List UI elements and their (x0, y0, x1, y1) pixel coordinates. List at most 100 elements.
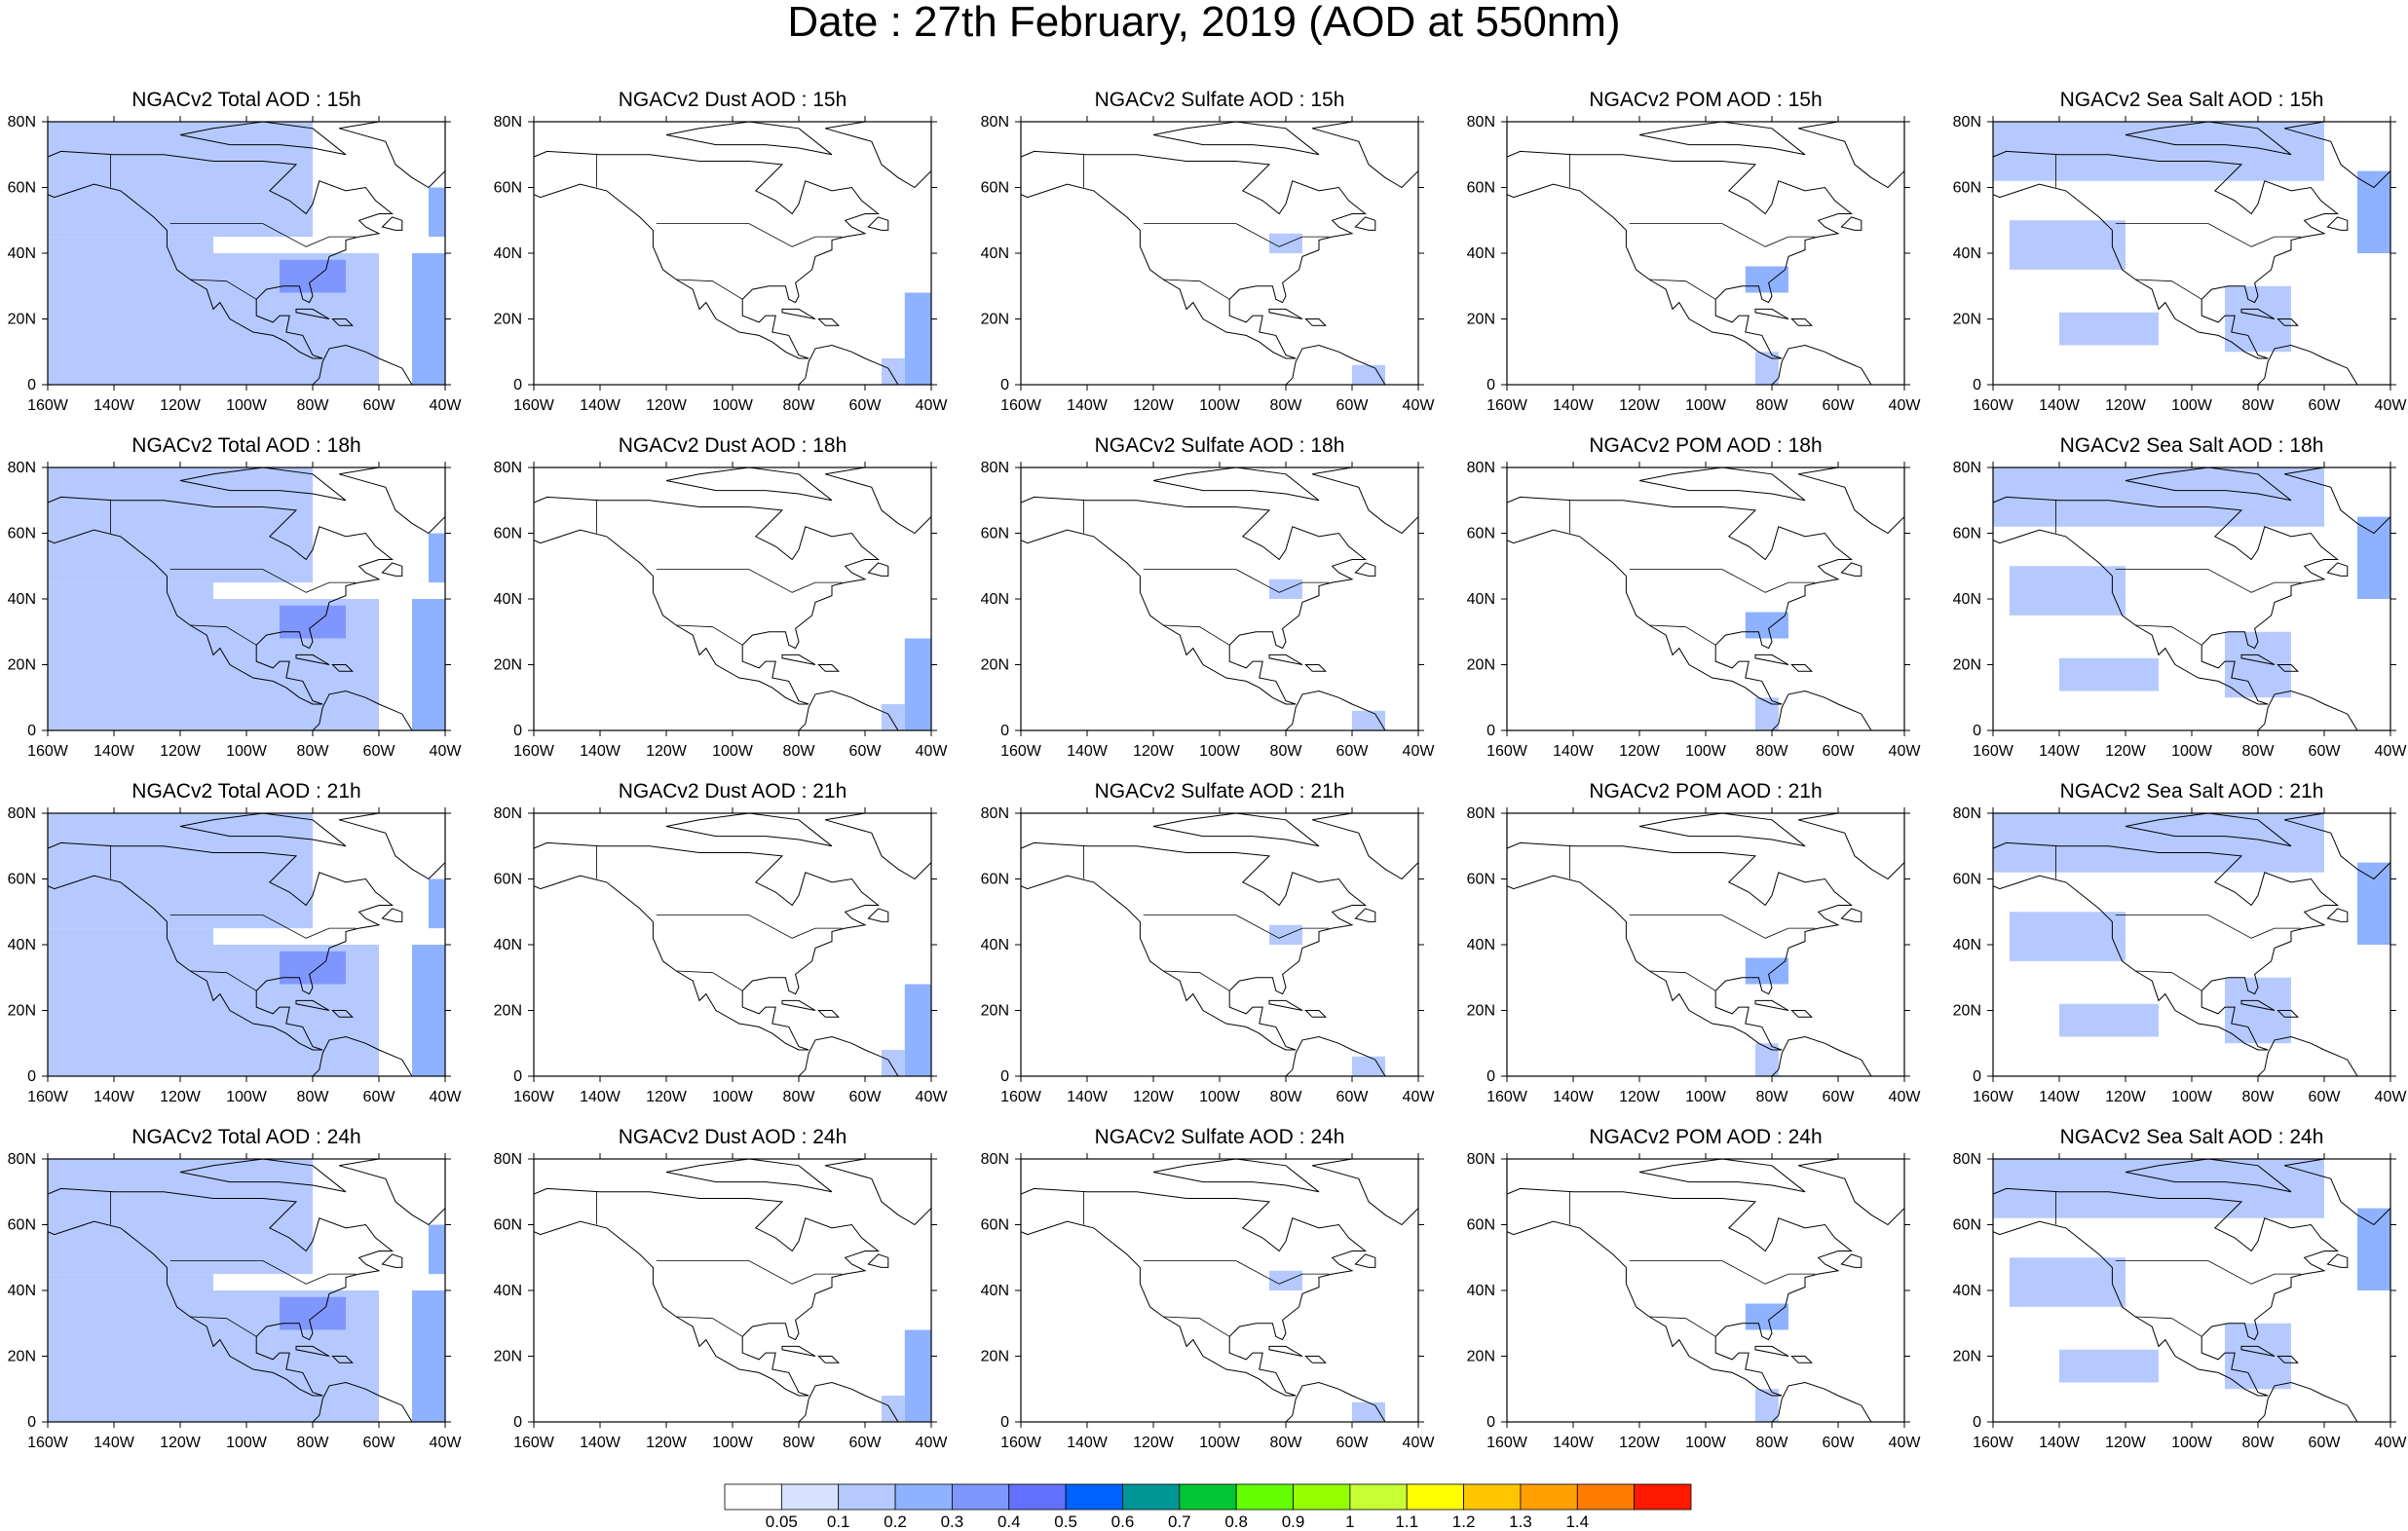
aod-field-cell (48, 813, 313, 929)
colorbar-swatch (1634, 1483, 1692, 1511)
panel-title: NGACv2 POM AOD : 24h (1589, 1126, 1823, 1148)
map-background (1507, 467, 1904, 730)
coastline-island (1840, 216, 1862, 231)
lon-tick-label: 40W (1403, 1089, 1436, 1105)
lon-tick-label: 40W (916, 397, 949, 414)
coastline-island (1268, 653, 1303, 665)
lon-tick-label: 140W (580, 1089, 621, 1105)
coastline-north-america (1507, 841, 1854, 1051)
border-us-canada (656, 1260, 843, 1285)
lon-tick-label: 40W (1403, 743, 1436, 760)
map-panel-pom-24h: NGACv2 POM AOD : 24h 160W 140W 120W 100W 80W 6… (1449, 1126, 1963, 1467)
lon-tick-label: 160W (513, 397, 555, 414)
coastline-north-america (1507, 1187, 1854, 1397)
lon-tick-label: 160W (1486, 1435, 1528, 1451)
lon-tick-label: 160W (1486, 1089, 1528, 1105)
coastline-island (1840, 1253, 1862, 1268)
coastlines (1507, 467, 1904, 730)
lon-tick-label: 120W (646, 743, 688, 760)
lon-tick-label: 160W (27, 743, 69, 760)
lon-tick-label: 120W (2105, 397, 2147, 414)
lon-tick-label: 60W (2309, 1435, 2342, 1451)
coastline-island (2276, 1356, 2300, 1363)
border-us-canada (1143, 223, 1330, 247)
colorbar-label: 1.3 (1509, 1512, 1532, 1529)
lon-tick-label: 40W (1889, 397, 1922, 414)
colorbar-swatch (1349, 1483, 1408, 1511)
panel-title: NGACv2 Sea Salt AOD : 21h (2059, 780, 2324, 803)
lon-tick-label: 40W (430, 1435, 463, 1451)
map-panel-seasalt-24h: NGACv2 Sea Salt AOD : 24h 160W 140W 120W 100… (1935, 1126, 2408, 1467)
aod-field-cell (412, 1290, 445, 1422)
aod-field-cell (48, 582, 213, 730)
lon-tick-label: 100W (2171, 743, 2213, 760)
colorbar-swatch (1463, 1483, 1522, 1511)
panel-title: NGACv2 Sulfate AOD : 18h (1094, 434, 1345, 457)
aod-field-cell (1993, 467, 2324, 527)
coastline-north-america (1993, 150, 2340, 359)
aod-field-cell (1993, 1159, 2324, 1218)
lat-tick-label: 60N (494, 1217, 522, 1234)
lat-tick-label: 80N (981, 460, 1009, 476)
lat-tick-label: 0 (1973, 1414, 1981, 1431)
lat-tick-label: 40N (1953, 937, 1981, 953)
lon-tick-label: 60W (849, 1089, 883, 1105)
aod-field-cell (1352, 1401, 1385, 1422)
lon-tick-label: 140W (1553, 1089, 1595, 1105)
coastline-greenland (1312, 467, 1418, 535)
coastline-island (1304, 318, 1328, 326)
lat-tick-label: 60N (494, 872, 522, 888)
border-us-mexico (190, 279, 257, 300)
lat-tick-label: 60N (981, 180, 1009, 197)
map-canvas: 160W 140W 120W 100W 80W 60W 40W 0 20N 40N 60N 80N (1953, 114, 2408, 414)
lat-tick-label: 60N (1953, 526, 1981, 542)
aod-field-cell (2357, 862, 2390, 945)
aod-field-cell (2357, 170, 2390, 253)
lon-tick-label: 80W (297, 743, 330, 760)
lat-tick-label: 20N (8, 1349, 36, 1365)
lon-tick-label: 100W (1199, 1435, 1241, 1451)
colorbar-swatch (838, 1483, 896, 1511)
lon-tick-label: 40W (430, 397, 463, 414)
lon-tick-label: 120W (646, 397, 688, 414)
colorbar-swatch (780, 1483, 840, 1511)
lat-tick-label: 0 (1486, 723, 1495, 739)
lat-tick-label: 40N (1467, 245, 1495, 262)
coastline-north-america (534, 1187, 881, 1397)
lon-tick-label: 160W (1973, 397, 2014, 414)
coastline-island (2240, 1345, 2276, 1357)
aod-field-cell (280, 1296, 346, 1330)
lat-tick-label: 0 (27, 723, 36, 739)
coastline-island (295, 999, 330, 1011)
coastline-island (867, 216, 889, 231)
lat-tick-label: 20N (1467, 657, 1495, 674)
map-panel-sulfate-18h: NGACv2 Sulfate AOD : 18h 160W 140W 120W 100W… (962, 434, 1477, 775)
lon-tick-label: 140W (1553, 743, 1595, 760)
coastline-island (179, 1159, 347, 1193)
coastline-greenland (825, 813, 931, 880)
colorbar-swatch (1520, 1483, 1578, 1511)
colorbar-label: 1.1 (1395, 1512, 1418, 1529)
coastline-island (1754, 1345, 1789, 1357)
coastline-greenland (339, 122, 445, 189)
lon-tick-label: 160W (513, 743, 555, 760)
lat-tick-label: 0 (27, 377, 36, 393)
coastline-north-america (1021, 1187, 1368, 1397)
map-panel-pom-15h: NGACv2 POM AOD : 15h 160W 140W 120W 100W 80W 6… (1449, 89, 1963, 429)
coastline-island (179, 467, 347, 502)
colorbar-label: 1.4 (1565, 1512, 1589, 1529)
lat-tick-label: 60N (8, 872, 36, 888)
aod-field-cell (1352, 364, 1385, 385)
lon-tick-label: 100W (1199, 743, 1241, 760)
lon-tick-label: 40W (2375, 1435, 2408, 1451)
lon-tick-label: 120W (1619, 743, 1661, 760)
lat-tick-label: 20N (1467, 312, 1495, 328)
coastline-island (2125, 467, 2292, 502)
colorbar-swatch (894, 1483, 953, 1511)
coastline-north-america (1993, 496, 2340, 705)
lat-tick-label: 0 (513, 1414, 522, 1431)
lon-tick-label: 40W (2375, 397, 2408, 414)
coastline-island (1754, 653, 1789, 665)
lon-tick-label: 80W (2242, 743, 2276, 760)
coastline-island (1268, 308, 1303, 319)
